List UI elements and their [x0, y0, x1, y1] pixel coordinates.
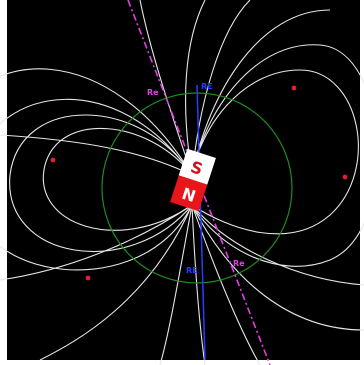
field-line: [191, 0, 251, 176]
field-line: [191, 204, 206, 365]
field-point: [50, 157, 56, 163]
field-line: [185, 0, 206, 176]
geographic-axis-label-bottom: RE: [186, 266, 198, 275]
bar-magnet: S N: [170, 148, 216, 212]
geographic-axis-line: [196, 84, 206, 361]
magnetic-axis-label-bottom: Re: [233, 259, 245, 268]
south-pole-label: S: [188, 157, 205, 179]
field-line: [0, 98, 193, 271]
field-line: [0, 68, 193, 176]
field-line: [42, 127, 193, 231]
field-line: [159, 204, 193, 365]
field-line: [191, 204, 364, 286]
geographic-axis-label-top: RE: [201, 82, 213, 91]
field-points: [50, 85, 348, 281]
magnet-south-pole: [178, 148, 216, 185]
north-pole-label: N: [180, 184, 199, 206]
magnetic-axis-label-top: Re: [147, 88, 159, 97]
field-line: [191, 69, 359, 235]
field-line: [0, 134, 193, 176]
field-line: [191, 9, 331, 176]
field-line: [139, 0, 193, 176]
field-point: [342, 174, 348, 180]
field-line: [191, 44, 364, 267]
field-line: [0, 204, 193, 281]
field-point: [85, 275, 91, 281]
field-line: [39, 204, 193, 361]
field-line: [9, 114, 193, 252]
magnet-north-pole: [170, 175, 208, 212]
field-line: [191, 204, 364, 331]
field-point: [291, 85, 297, 91]
field-line: [191, 204, 261, 365]
